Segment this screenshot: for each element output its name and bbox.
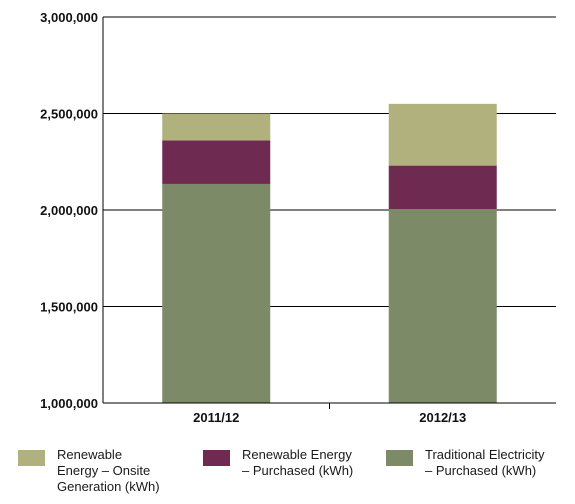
x-tick-label: 2011/12 bbox=[193, 410, 239, 425]
y-tick-label: 3,000,000 bbox=[40, 10, 98, 25]
y-tick-label: 2,500,000 bbox=[40, 107, 98, 122]
y-tick-label: 1,500,000 bbox=[40, 300, 98, 315]
bar-segment bbox=[388, 103, 497, 166]
axes bbox=[102, 17, 556, 409]
stacked-bar-chart: 1,000,000 1,500,000 2,000,000 2,500,000 3,00… bbox=[40, 10, 556, 425]
x-tick-label: 2012/13 bbox=[419, 410, 466, 425]
legend: Renewable Energy – Onsite Generation (kW… bbox=[0, 447, 575, 504]
y-tick-label: 1,000,000 bbox=[40, 396, 98, 411]
bars bbox=[162, 103, 497, 403]
legend-item: Renewable Energy – Purchased (kWh) bbox=[203, 447, 353, 479]
x-axis-ticks: 2011/12 2012/13 bbox=[193, 410, 466, 425]
bar-segment bbox=[388, 209, 497, 403]
legend-label: Renewable Energy – Onsite Generation (kW… bbox=[57, 447, 160, 494]
legend-swatch bbox=[18, 450, 45, 466]
y-axis-ticks: 1,000,000 1,500,000 2,000,000 2,500,000 3,00… bbox=[40, 10, 98, 411]
legend-swatch bbox=[386, 450, 413, 466]
legend-item: Traditional Electricity – Purchased (kWh… bbox=[386, 447, 544, 479]
legend-item: Renewable Energy – Onsite Generation (kW… bbox=[18, 447, 160, 495]
bar-segment bbox=[388, 165, 497, 210]
y-tick-label: 2,000,000 bbox=[40, 203, 98, 218]
legend-label: Traditional Electricity – Purchased (kWh… bbox=[425, 447, 545, 478]
bar-segment bbox=[162, 140, 271, 184]
legend-swatch bbox=[203, 450, 230, 466]
legend-label: Renewable Energy – Purchased (kWh) bbox=[242, 447, 354, 478]
bar-segment bbox=[162, 183, 271, 403]
bar-segment bbox=[162, 113, 271, 141]
